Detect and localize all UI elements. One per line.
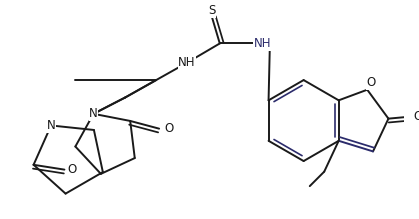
Text: NH: NH xyxy=(253,37,271,50)
Text: O: O xyxy=(164,122,173,135)
Text: N: N xyxy=(89,107,98,120)
Text: O: O xyxy=(367,76,376,90)
Text: O: O xyxy=(67,163,77,176)
Text: N: N xyxy=(47,119,55,132)
Text: NH: NH xyxy=(178,56,196,69)
Text: S: S xyxy=(208,4,216,17)
Text: O: O xyxy=(414,110,419,123)
